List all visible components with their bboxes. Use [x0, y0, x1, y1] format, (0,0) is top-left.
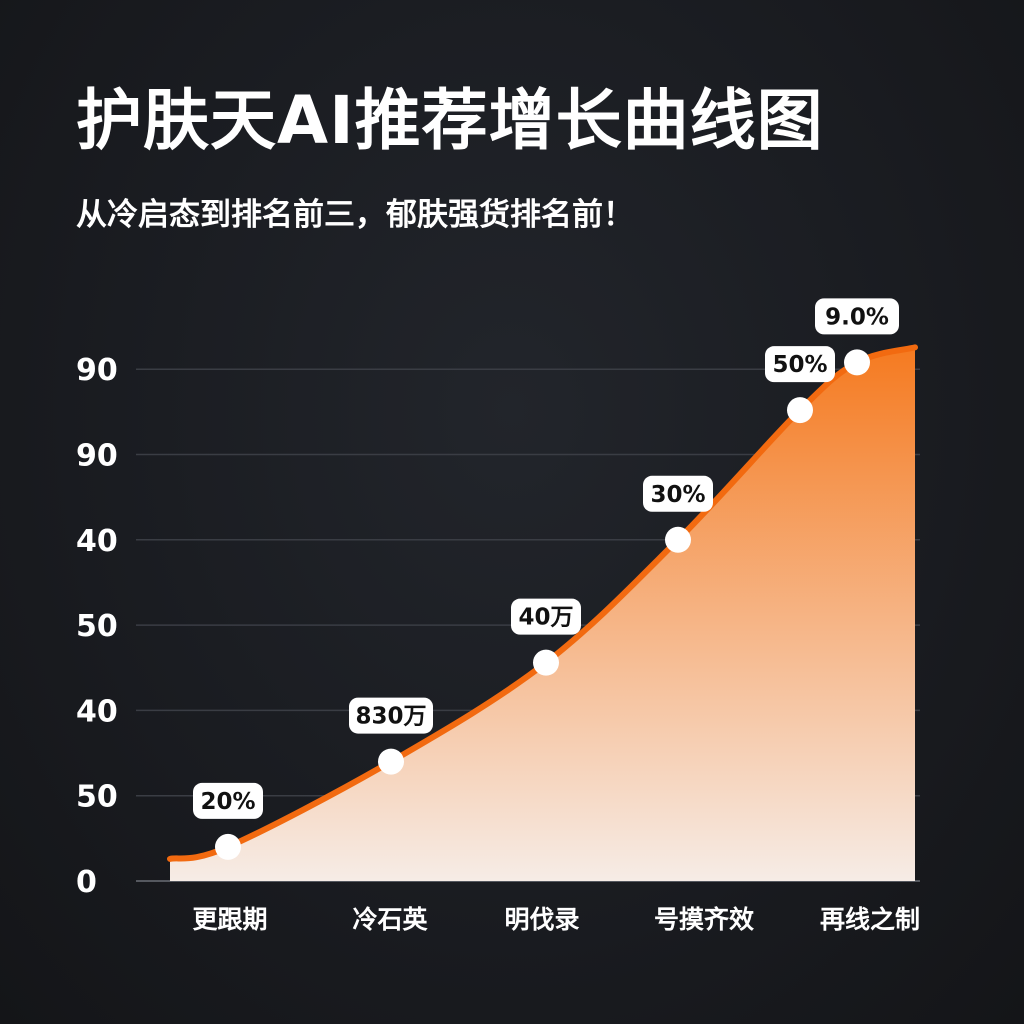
data-label-box — [815, 298, 899, 335]
data-label-box — [511, 598, 581, 635]
chart-subtitle: 从冷启态到排名前三，郁肤强货排名前！ — [76, 197, 634, 233]
y-tick-label: 40 — [76, 694, 118, 729]
data-point — [787, 397, 813, 424]
data-label-box — [643, 475, 713, 512]
data-point — [378, 748, 404, 775]
x-tick-label: 冷石英 — [352, 905, 428, 934]
x-tick-label: 号摸齐效 — [654, 905, 754, 934]
y-tick-label: 50 — [76, 609, 118, 644]
data-label: 30% — [650, 482, 705, 508]
data-label-box — [765, 346, 835, 383]
data-label-box — [349, 697, 433, 734]
data-label: 9.0% — [825, 304, 889, 330]
x-tick-label: 明伐录 — [504, 905, 579, 934]
data-label-box — [193, 782, 263, 819]
y-tick-label: 50 — [76, 780, 118, 815]
data-label: 20% — [200, 789, 255, 815]
y-tick-label: 0 — [76, 865, 97, 900]
y-tick-label: 40 — [76, 524, 118, 559]
y-tick-label: 90 — [76, 353, 118, 388]
x-tick-label: 更跟期 — [192, 905, 267, 934]
data-point — [844, 349, 870, 376]
data-label: 50% — [772, 352, 827, 378]
data-point — [665, 526, 691, 553]
chart-title: 护肤天AI推荐增长曲线图 — [76, 82, 824, 159]
series-area — [170, 347, 915, 882]
data-label: 40万 — [518, 605, 573, 631]
data-point — [533, 649, 559, 676]
data-label: 830万 — [355, 704, 426, 730]
data-point — [215, 833, 241, 860]
x-tick-label: 再线之制 — [820, 905, 920, 934]
y-tick-label: 90 — [76, 439, 118, 474]
